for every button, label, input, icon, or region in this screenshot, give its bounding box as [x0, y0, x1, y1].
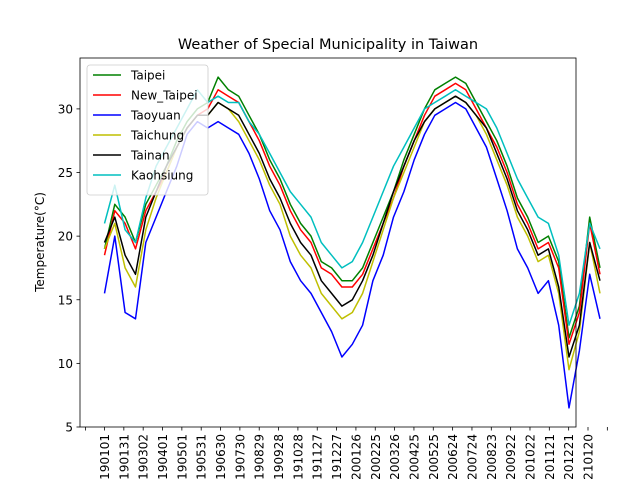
y-tick-label: 5: [65, 421, 73, 435]
x-tick-label: 200326: [388, 434, 402, 480]
x-tick-label: 191227: [330, 434, 344, 480]
legend-label: Kaohsiung: [131, 169, 193, 183]
x-tick-label: 190101: [98, 434, 112, 480]
x-tick-label: 190302: [137, 434, 151, 480]
x-tick-label: 190730: [233, 434, 247, 480]
legend-box: [86, 64, 209, 196]
legend-label: Taoyuan: [130, 109, 181, 123]
legend-label: Tainan: [130, 149, 170, 163]
y-tick-label: 10: [58, 357, 73, 371]
x-tick-label: 190501: [175, 434, 189, 480]
legend-label: Taichung: [130, 129, 184, 143]
x-tick-label: 200525: [427, 434, 441, 480]
x-tick-label: 190131: [117, 434, 131, 480]
y-axis-label: Temperature(°C): [33, 192, 47, 293]
legend-label: New_Taipei: [131, 89, 198, 103]
x-tick-label: 201022: [523, 434, 537, 480]
x-tick-label: 190829: [253, 434, 267, 480]
y-tick-label: 20: [58, 230, 73, 244]
x-tick-label: 201121: [543, 434, 557, 480]
x-tick-label: 200922: [504, 434, 518, 480]
x-tick-label: 201221: [562, 434, 576, 480]
x-tick-label: 190630: [214, 434, 228, 480]
legend-label: Taipei: [130, 69, 165, 83]
x-tick-label: 210120: [582, 434, 596, 480]
x-tick-label: 200425: [407, 434, 421, 480]
y-tick-label: 25: [58, 166, 73, 180]
x-tick-label: 190531: [195, 434, 209, 480]
x-tick-label: 200624: [446, 434, 460, 480]
x-tick-label: 200126: [349, 434, 363, 480]
x-tick-label: 191028: [291, 434, 305, 480]
y-tick-label: 15: [58, 293, 73, 307]
axes-frame: [79, 57, 577, 428]
x-tick-label: 191127: [311, 434, 325, 480]
chart-title: Weather of Special Municipality in Taiwa…: [178, 37, 478, 53]
x-tick-label: 200823: [485, 434, 499, 480]
x-tick-label: 200724: [465, 434, 479, 480]
x-tick-label: 200225: [369, 434, 383, 480]
x-tick-label: 190928: [272, 434, 286, 480]
y-tick-label: 30: [58, 102, 73, 116]
x-tick-label: 190401: [156, 434, 170, 480]
